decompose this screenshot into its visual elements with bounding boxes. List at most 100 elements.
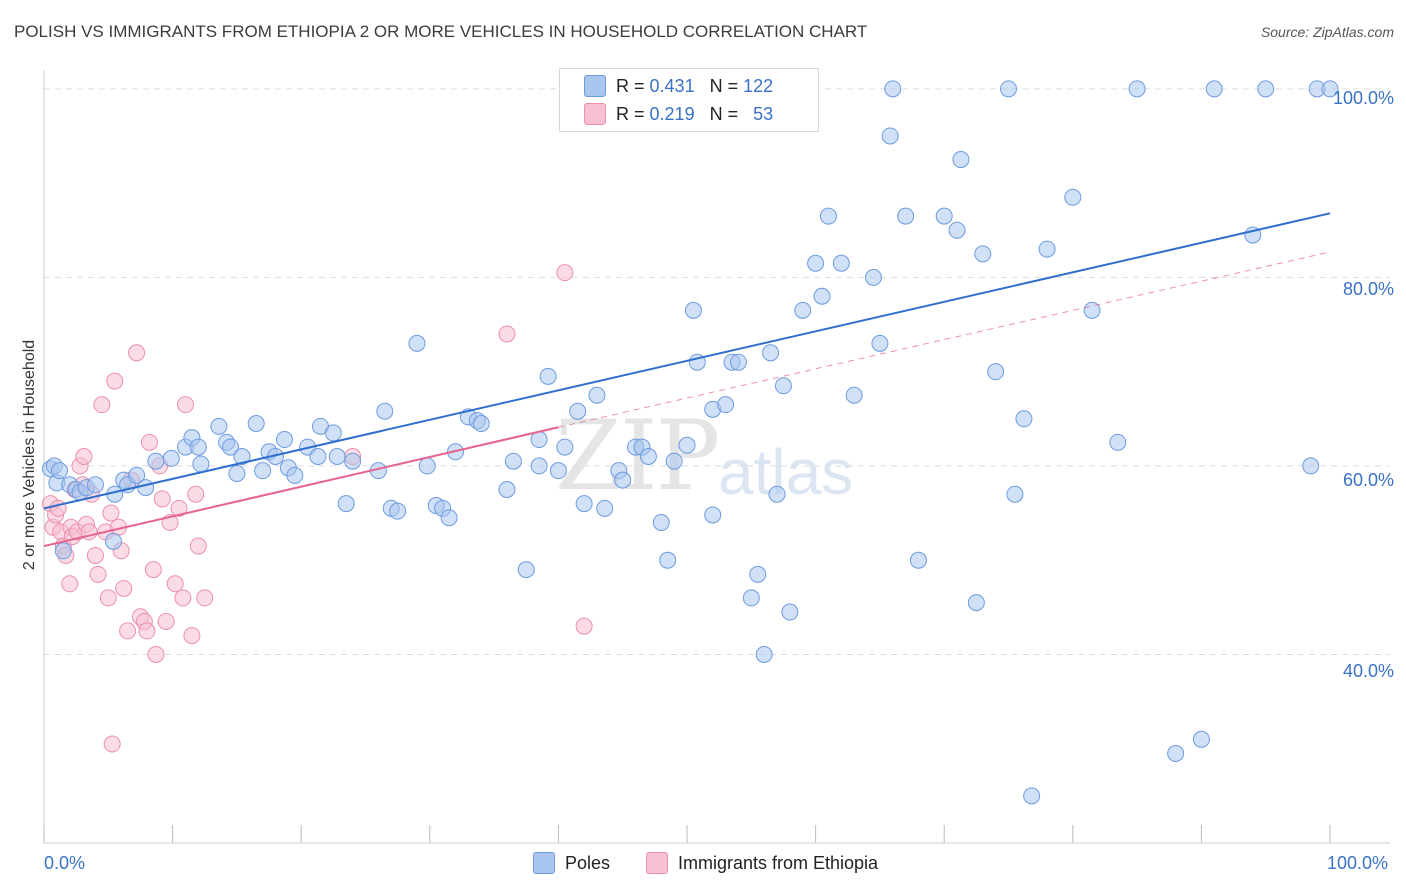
poles-point xyxy=(781,603,799,621)
poles-point xyxy=(137,479,155,497)
poles-point xyxy=(1006,485,1024,503)
poles-point xyxy=(530,457,548,475)
poles-point xyxy=(189,438,207,456)
poles-point xyxy=(286,466,304,484)
poles-point xyxy=(517,561,535,579)
poles-point xyxy=(254,462,272,480)
poles-point xyxy=(54,542,72,560)
ethiopia-point xyxy=(157,612,175,630)
poles-point xyxy=(749,565,767,583)
poles-point xyxy=(228,464,246,482)
poles-point xyxy=(794,301,812,319)
poles-point xyxy=(588,386,606,404)
x-tick-label: 0.0% xyxy=(44,853,86,873)
chart-title: POLISH VS IMMIGRANTS FROM ETHIOPIA 2 OR … xyxy=(14,22,868,41)
poles-point xyxy=(665,452,683,470)
poles-point xyxy=(1257,80,1275,98)
poles-point xyxy=(974,245,992,263)
ethiopia-point xyxy=(128,344,146,362)
legend-r-label: R = xyxy=(616,103,645,124)
ethiopia-point xyxy=(115,579,133,597)
poles-point xyxy=(539,367,557,385)
ethiopia-trend-line xyxy=(43,426,559,548)
poles-point xyxy=(389,502,407,520)
poles-point xyxy=(575,495,593,513)
poles-point xyxy=(1167,744,1185,762)
poles-point xyxy=(344,452,362,470)
poles-point xyxy=(1321,80,1339,98)
watermark-atlas: atlas xyxy=(718,436,854,508)
bottom-legend-swatch-ethiopia xyxy=(646,852,668,874)
bottom-legend-swatch-poles xyxy=(533,852,555,874)
poles-point xyxy=(498,480,516,498)
poles-point xyxy=(884,80,902,98)
ethiopia-point xyxy=(106,372,124,390)
poles-point xyxy=(337,495,355,513)
ethiopia-point xyxy=(498,325,516,343)
poles-point xyxy=(147,452,165,470)
ethiopia-point xyxy=(89,565,107,583)
poles-point xyxy=(1038,240,1056,258)
ethiopia-point xyxy=(75,448,93,465)
ethiopia-point xyxy=(99,589,117,607)
poles-point xyxy=(569,402,587,420)
poles-point xyxy=(418,457,436,475)
poles-point xyxy=(704,506,722,524)
poles-point xyxy=(819,207,837,225)
poles-point xyxy=(408,334,426,352)
x-tick-label: 100.0% xyxy=(1327,853,1389,873)
poles-point xyxy=(128,466,146,484)
bottom-legend-label-ethiopia: Immigrants from Ethiopia xyxy=(678,852,879,873)
ethiopia-point xyxy=(138,622,156,640)
poles-point xyxy=(50,462,68,480)
poles-point xyxy=(1083,301,1101,319)
ethiopia-point xyxy=(170,499,188,517)
poles-point xyxy=(1015,410,1033,428)
y-tick-label: 100.0% xyxy=(1332,88,1394,108)
bottom-legend-poles: Poles xyxy=(533,852,610,874)
poles-point xyxy=(909,551,927,569)
poles-trend-line xyxy=(43,212,1331,510)
ethiopia-point xyxy=(147,645,165,663)
legend-n-label: N = xyxy=(709,75,739,96)
poles-point xyxy=(813,287,831,305)
ethiopia-trend-extension xyxy=(558,251,1331,428)
legend-swatch-ethiopia xyxy=(584,103,606,125)
ethiopia-point xyxy=(183,627,201,645)
ethiopia-point xyxy=(86,546,104,564)
ethiopia-point xyxy=(49,499,67,517)
source-label: Source: ZipAtlas.com xyxy=(1260,24,1394,40)
poles-point xyxy=(1109,433,1127,451)
poles-point xyxy=(104,532,122,550)
poles-point xyxy=(881,127,899,145)
poles-point xyxy=(596,499,614,517)
poles-point xyxy=(556,438,574,456)
poles-point xyxy=(1023,787,1041,805)
ethiopia-point xyxy=(166,575,184,593)
ethiopia-point xyxy=(174,589,192,607)
ethiopia-point xyxy=(196,589,214,607)
poles-point xyxy=(755,645,773,663)
ethiopia-point xyxy=(103,735,121,753)
poles-point xyxy=(275,431,293,449)
ethiopia-point xyxy=(144,561,162,579)
poles-point xyxy=(678,436,696,454)
poles-point xyxy=(768,485,786,503)
ethiopia-point xyxy=(93,396,111,414)
bottom-legend-ethiopia: Immigrants from Ethiopia xyxy=(646,852,878,874)
poles-point xyxy=(864,268,882,286)
legend-row-poles: R = 0.431 N = 122 xyxy=(584,72,773,100)
poles-point xyxy=(440,509,458,527)
poles-point xyxy=(639,448,657,465)
legend-row-ethiopia: R = 0.219 N = 53 xyxy=(584,100,773,128)
poles-point xyxy=(86,476,104,494)
poles-point xyxy=(807,254,825,272)
poles-point xyxy=(1064,188,1082,206)
poles-point xyxy=(1000,80,1017,98)
poles-point xyxy=(659,551,677,569)
poles-point xyxy=(192,455,210,473)
poles-point xyxy=(832,254,850,272)
poles-point xyxy=(233,448,251,465)
legend-r-value: 0.219 xyxy=(649,103,695,124)
